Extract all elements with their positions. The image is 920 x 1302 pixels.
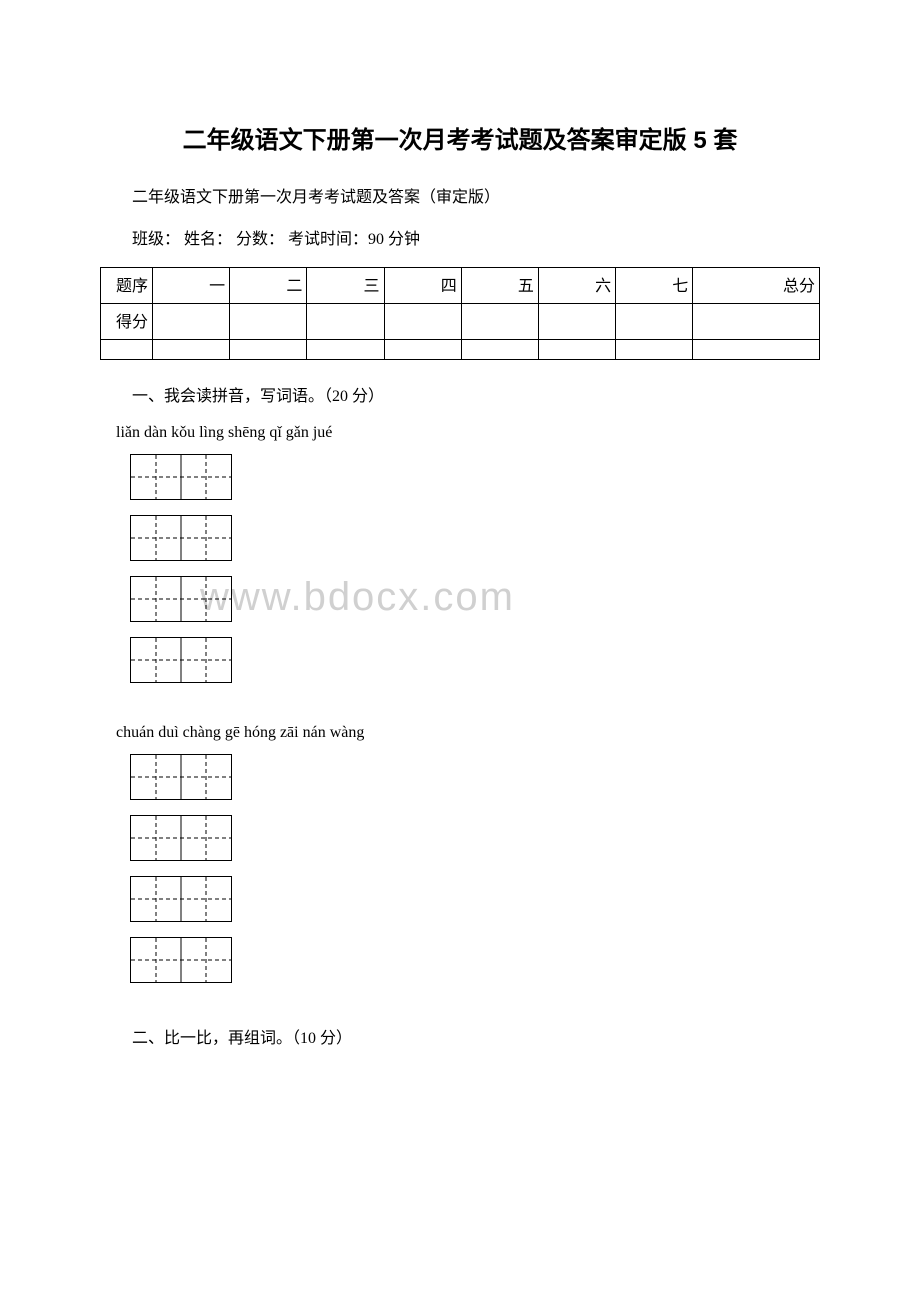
char-box [130, 754, 232, 800]
char-boxes-group-1 [130, 454, 820, 698]
table-cell [230, 340, 307, 360]
table-cell [384, 304, 461, 340]
table-cell: 六 [538, 268, 615, 304]
char-box [130, 876, 232, 922]
section-heading-1: 一、我会读拼音，写词语。（20 分） [100, 382, 820, 406]
table-cell: 三 [307, 268, 384, 304]
table-cell [307, 304, 384, 340]
table-cell [538, 340, 615, 360]
table-cell [616, 304, 693, 340]
score-table: 题序 一 二 三 四 五 六 七 总分 得分 [100, 267, 820, 360]
table-row: 题序 一 二 三 四 五 六 七 总分 [101, 268, 820, 304]
char-box [130, 576, 232, 622]
pinyin-line-2: chuán duì chàng gē hóng zāi nán wàng [100, 724, 820, 742]
row-label: 得分 [101, 304, 153, 340]
table-cell [693, 304, 820, 340]
table-cell: 一 [153, 268, 230, 304]
table-cell [101, 340, 153, 360]
table-cell: 二 [230, 268, 307, 304]
table-cell [384, 340, 461, 360]
table-cell [153, 304, 230, 340]
char-box [130, 637, 232, 683]
form-info: 班级： 姓名： 分数： 考试时间：90 分钟 [100, 225, 820, 249]
table-cell [461, 340, 538, 360]
table-cell [153, 340, 230, 360]
pinyin-line-1: liǎn dàn kǒu lìng shēng qǐ gǎn jué [100, 424, 820, 442]
char-box [130, 515, 232, 561]
char-box [130, 937, 232, 983]
table-cell: 总分 [693, 268, 820, 304]
table-cell [307, 340, 384, 360]
section-heading-2: 二、比一比，再组词。（10 分） [100, 1024, 820, 1048]
table-row: 得分 [101, 304, 820, 340]
table-row [101, 340, 820, 360]
char-box [130, 815, 232, 861]
char-boxes-group-2 [130, 754, 820, 998]
table-cell: 四 [384, 268, 461, 304]
table-cell [616, 340, 693, 360]
table-cell [538, 304, 615, 340]
table-cell: 五 [461, 268, 538, 304]
table-cell [693, 340, 820, 360]
char-box [130, 454, 232, 500]
table-cell [230, 304, 307, 340]
table-cell: 七 [616, 268, 693, 304]
row-label: 题序 [101, 268, 153, 304]
subtitle: 二年级语文下册第一次月考考试题及答案（审定版） [100, 183, 820, 207]
page-title: 二年级语文下册第一次月考考试题及答案审定版 5 套 [100, 120, 820, 155]
table-cell [461, 304, 538, 340]
